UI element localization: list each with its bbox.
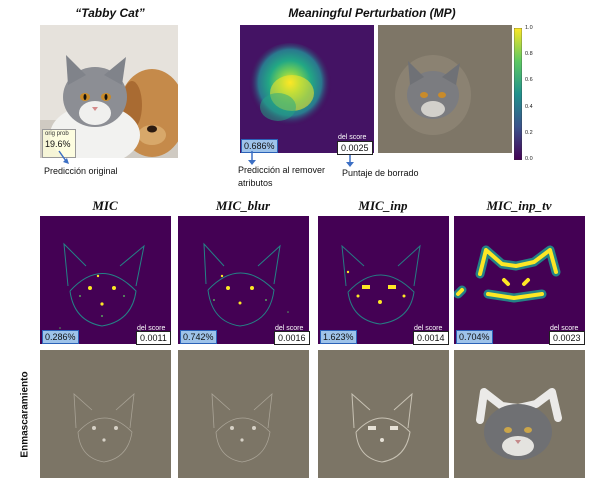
mp-del-label: del score: [338, 134, 367, 141]
masked-mic-inp-tv: [454, 350, 585, 478]
heatmap-mic-blur: [178, 216, 309, 344]
del-label-mic-blur: del score: [275, 325, 304, 332]
mp-pred-value: 0.686%: [241, 139, 278, 153]
colorbar-tick-06: 0.6: [525, 77, 533, 83]
pred-value-mic: 0.286%: [42, 330, 79, 344]
column-title-mic-inp-tv: MIC_inp_tv: [486, 198, 552, 213]
arrow-remove: [248, 151, 256, 165]
note-del: Puntaje de borrado: [342, 168, 419, 178]
heatmap-mic-inp: [318, 216, 449, 344]
del-value-mic: 0.0011: [136, 331, 171, 345]
column-title-mic-blur: MIC_blur: [215, 198, 271, 213]
pred-value-mic-blur: 0.742%: [180, 330, 217, 344]
colorbar-tick-1: 1.0: [525, 25, 533, 31]
note-remove-1: Predicción al remover: [238, 165, 326, 175]
orig-prob-box: orig prob 19.6%: [42, 129, 76, 158]
masked-mic-blur: [178, 350, 309, 478]
masked-mic-inp: [318, 350, 449, 478]
heatmap-mic-inp-tv: [454, 216, 585, 344]
colorbar-tick-08: 0.8: [525, 51, 533, 57]
original-image: orig prob 19.6%: [40, 25, 178, 158]
orig-prob-label: orig prob: [45, 131, 69, 137]
del-value-mic-inp-tv: 0.0023: [549, 331, 585, 345]
column-title-mic: MIC: [92, 198, 118, 213]
heatmap-mic: [40, 216, 171, 344]
note-remove-2: atributos: [238, 178, 273, 188]
colorbar-tick-0: 0.0: [525, 156, 533, 162]
side-label-masking: Enmascaramiento: [19, 371, 31, 458]
masked-mic: [40, 350, 171, 478]
mp-masked-image: [378, 25, 512, 153]
original-title: “Tabby Cat”: [75, 6, 145, 20]
pred-value-mic-inp-tv: 0.704%: [456, 330, 493, 344]
del-label-mic: del score: [137, 325, 166, 332]
del-value-mic-blur: 0.0016: [274, 331, 310, 345]
orig-prob-value: 19.6%: [45, 139, 71, 149]
arrow-del: [346, 155, 354, 167]
pred-value-mic-inp: 1.623%: [320, 330, 357, 344]
del-label-mic-inp: del score: [414, 325, 443, 332]
del-value-mic-inp: 0.0014: [413, 331, 449, 345]
colorbar-tick-04: 0.4: [525, 104, 533, 110]
colorbar-tick-02: 0.2: [525, 130, 533, 136]
note-original: Predicción original: [44, 166, 118, 176]
mp-title: Meaningful Perturbation (MP): [288, 6, 456, 20]
mp-del-value: 0.0025: [337, 141, 373, 155]
arrow-original: [58, 150, 69, 164]
column-title-mic-inp: MIC_inp: [358, 198, 408, 213]
colorbar: [514, 28, 522, 160]
del-label-mic-inp-tv: del score: [550, 325, 579, 332]
mp-heatmap: [240, 25, 374, 153]
